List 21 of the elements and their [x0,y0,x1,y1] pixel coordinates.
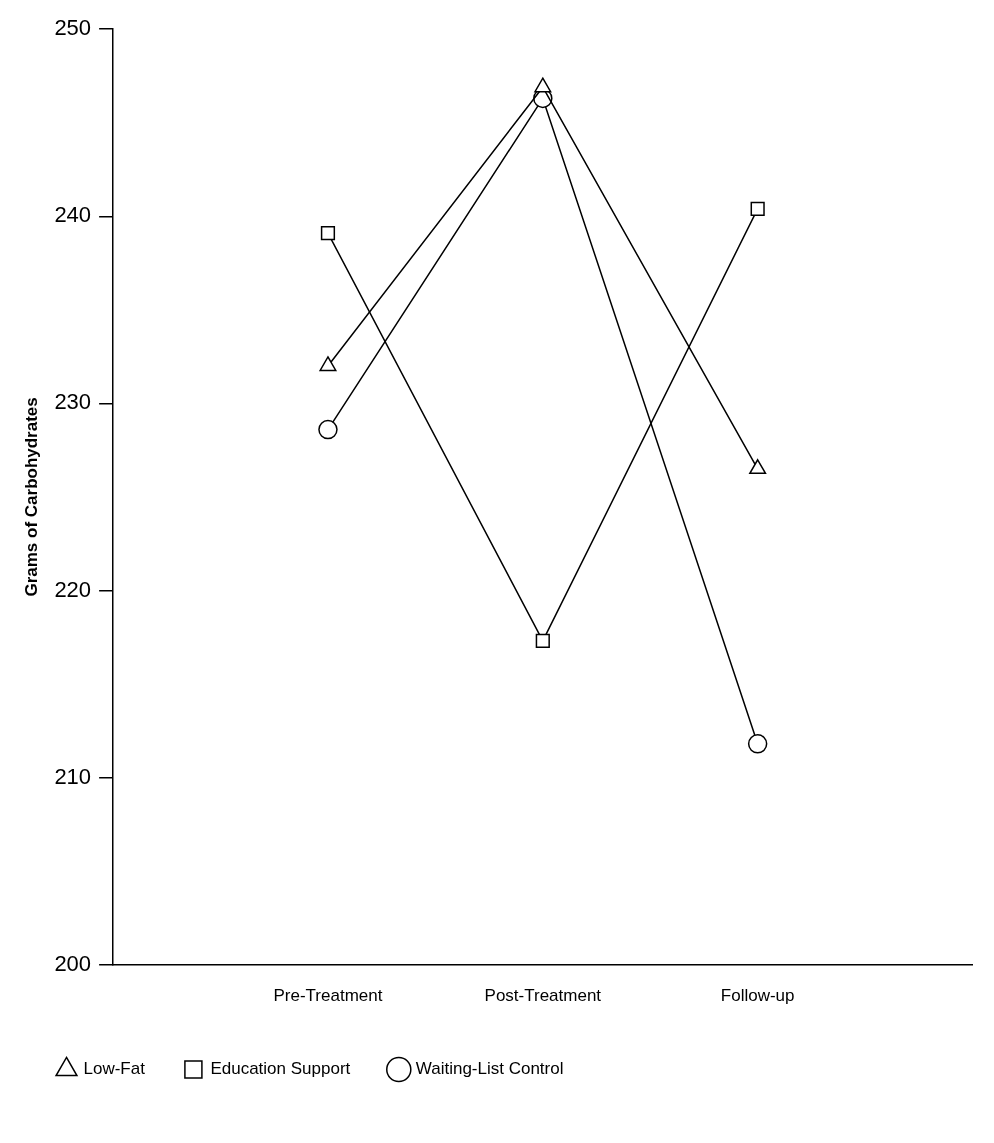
y-tick-label: 220 [54,576,92,602]
legend-label: Waiting-List Control [415,1059,564,1079]
legend-label: Education Support [210,1059,351,1079]
x-tick-label: Post-Treatment [484,986,602,1006]
point [318,419,338,440]
x-tick-label: Follow-up [720,986,795,1006]
y-tick-label: 240 [54,202,92,228]
point [535,633,550,649]
point [749,459,767,475]
point [534,77,552,93]
y-tick-label: 210 [54,763,92,789]
point [320,226,336,241]
y-tick-label: 250 [54,15,92,41]
y-tick-label: 230 [54,389,92,415]
x-tick-label: Pre-Treatment [273,986,383,1006]
legend-label: Low-Fat [83,1059,146,1079]
point [319,356,337,372]
point [747,734,768,754]
y-axis-title: Grams of Carbohydrates [21,397,41,597]
y-tick-label: 200 [54,950,92,976]
point [750,201,765,216]
